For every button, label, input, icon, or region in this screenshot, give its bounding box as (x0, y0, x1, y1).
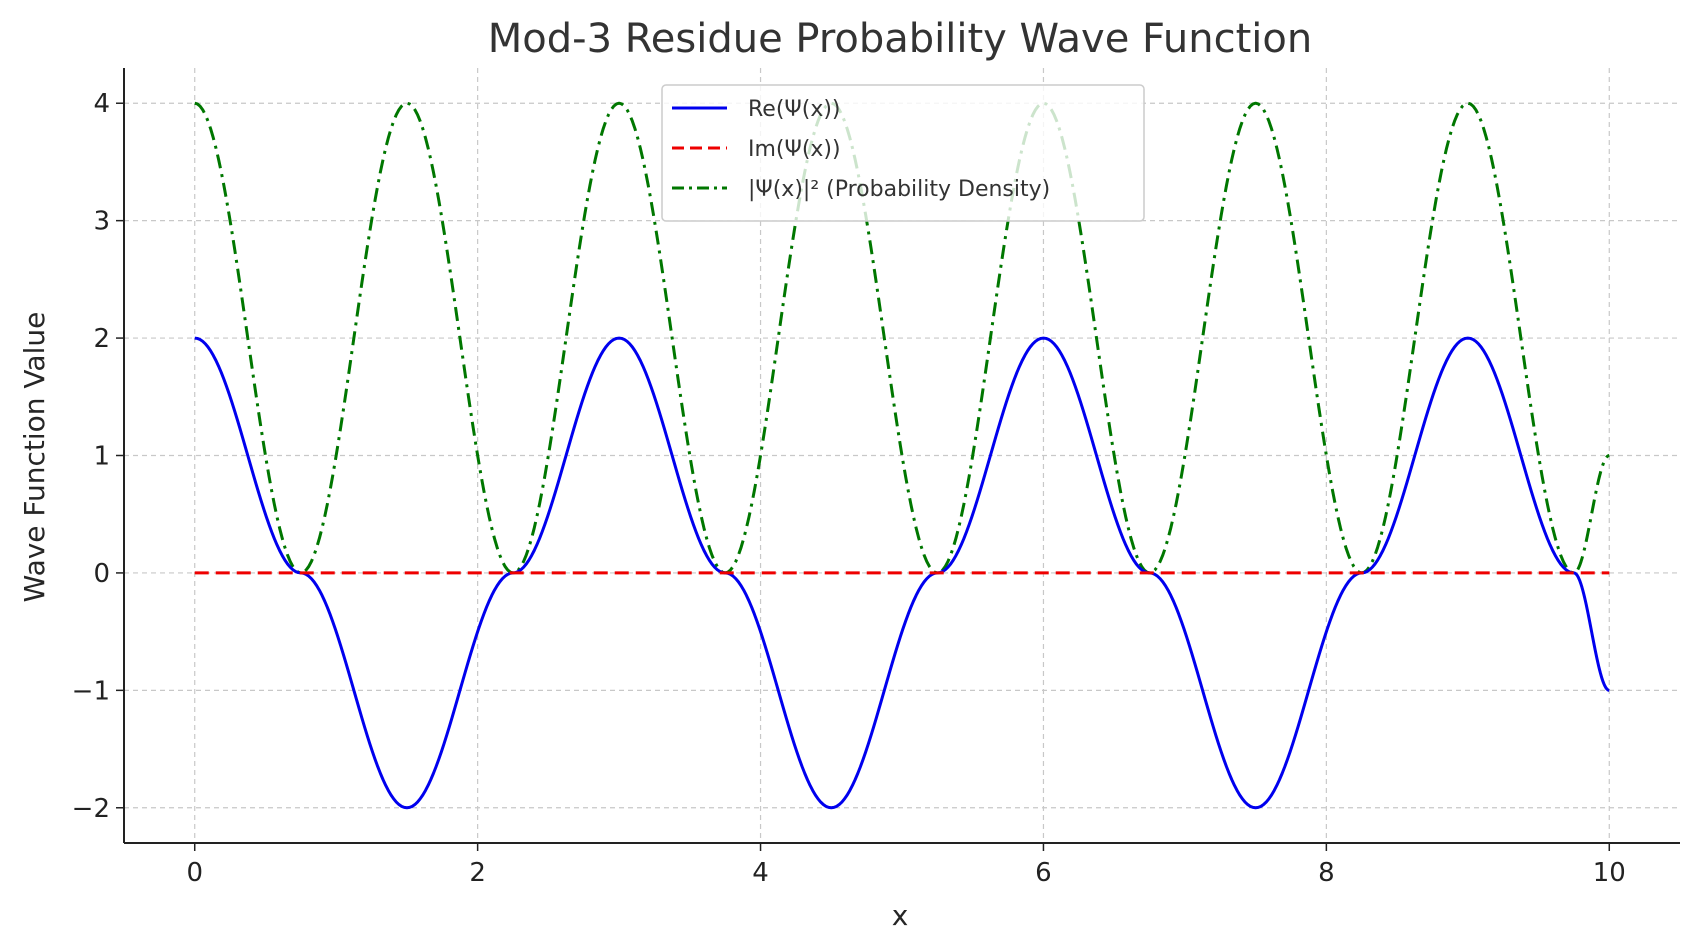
x-tick-label: 6 (1035, 858, 1052, 888)
y-axis-label: Wave Function Value (18, 312, 51, 603)
y-tick-label: 2 (93, 324, 110, 354)
y-tick-label: −1 (72, 676, 110, 706)
y-tick-label: 3 (93, 207, 110, 237)
x-tick-label: 4 (752, 858, 769, 888)
y-tick-label: 0 (93, 559, 110, 589)
y-tick-label: 4 (93, 89, 110, 119)
legend-box (661, 84, 1145, 222)
y-tick-label: −2 (72, 794, 110, 824)
x-tick-label: 2 (469, 858, 486, 888)
legend: Re(Ψ(x)) Im(Ψ(x)) |Ψ(x)|² (Probability Den… (661, 84, 1145, 222)
legend-label-0: Re(Ψ(x)) (748, 97, 841, 122)
chart-title: Mod-3 Residue Probability Wave Function (488, 16, 1312, 62)
x-tick-label: 10 (1593, 858, 1626, 888)
y-tick-label: 1 (93, 442, 110, 472)
legend-label-2: |Ψ(x)|² (Probability Density) (748, 177, 1050, 202)
ticks: 0 2 4 6 8 10 −2 −1 0 1 2 3 4 (72, 89, 1626, 888)
x-axis-label: x (892, 899, 909, 932)
plot-area (194, 101, 1610, 810)
x-tick-label: 8 (1318, 858, 1335, 888)
x-tick-label: 0 (186, 858, 203, 888)
legend-label-1: Im(Ψ(x)) (748, 137, 841, 162)
